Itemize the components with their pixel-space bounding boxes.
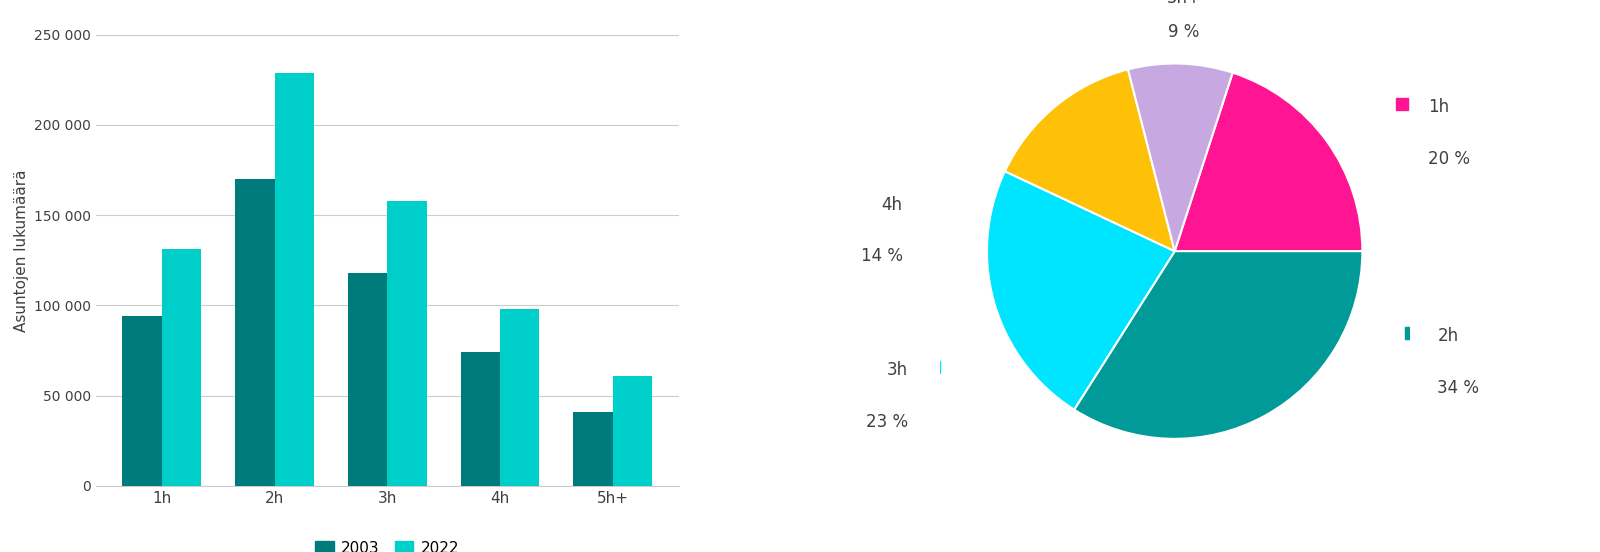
Bar bbox=[387, 200, 427, 486]
Text: 23 %: 23 % bbox=[866, 412, 909, 431]
Legend: 2003, 2022: 2003, 2022 bbox=[309, 535, 466, 552]
Wedge shape bbox=[987, 171, 1174, 410]
Bar bbox=[235, 179, 275, 486]
Text: 2h: 2h bbox=[1437, 327, 1459, 345]
Y-axis label: Asuntojen lukumäärä: Asuntojen lukumäärä bbox=[13, 170, 29, 332]
Wedge shape bbox=[1005, 70, 1174, 251]
Bar bbox=[573, 412, 613, 486]
Bar bbox=[501, 309, 539, 486]
Bar bbox=[347, 273, 387, 486]
Bar bbox=[123, 316, 162, 486]
Wedge shape bbox=[1174, 73, 1362, 251]
Text: 1h: 1h bbox=[1429, 98, 1450, 116]
Bar bbox=[461, 352, 501, 486]
Wedge shape bbox=[1128, 63, 1232, 251]
Text: 14 %: 14 % bbox=[861, 247, 902, 266]
Wedge shape bbox=[1074, 251, 1362, 439]
Bar bbox=[275, 72, 314, 486]
Bar bbox=[162, 250, 202, 486]
Text: 5h+: 5h+ bbox=[1166, 0, 1202, 7]
Text: 3h: 3h bbox=[886, 361, 909, 379]
Bar bbox=[613, 376, 653, 486]
Text: 9 %: 9 % bbox=[1168, 23, 1200, 41]
Text: 34 %: 34 % bbox=[1437, 379, 1480, 397]
Text: 4h: 4h bbox=[882, 195, 902, 214]
Text: 20 %: 20 % bbox=[1429, 150, 1470, 168]
